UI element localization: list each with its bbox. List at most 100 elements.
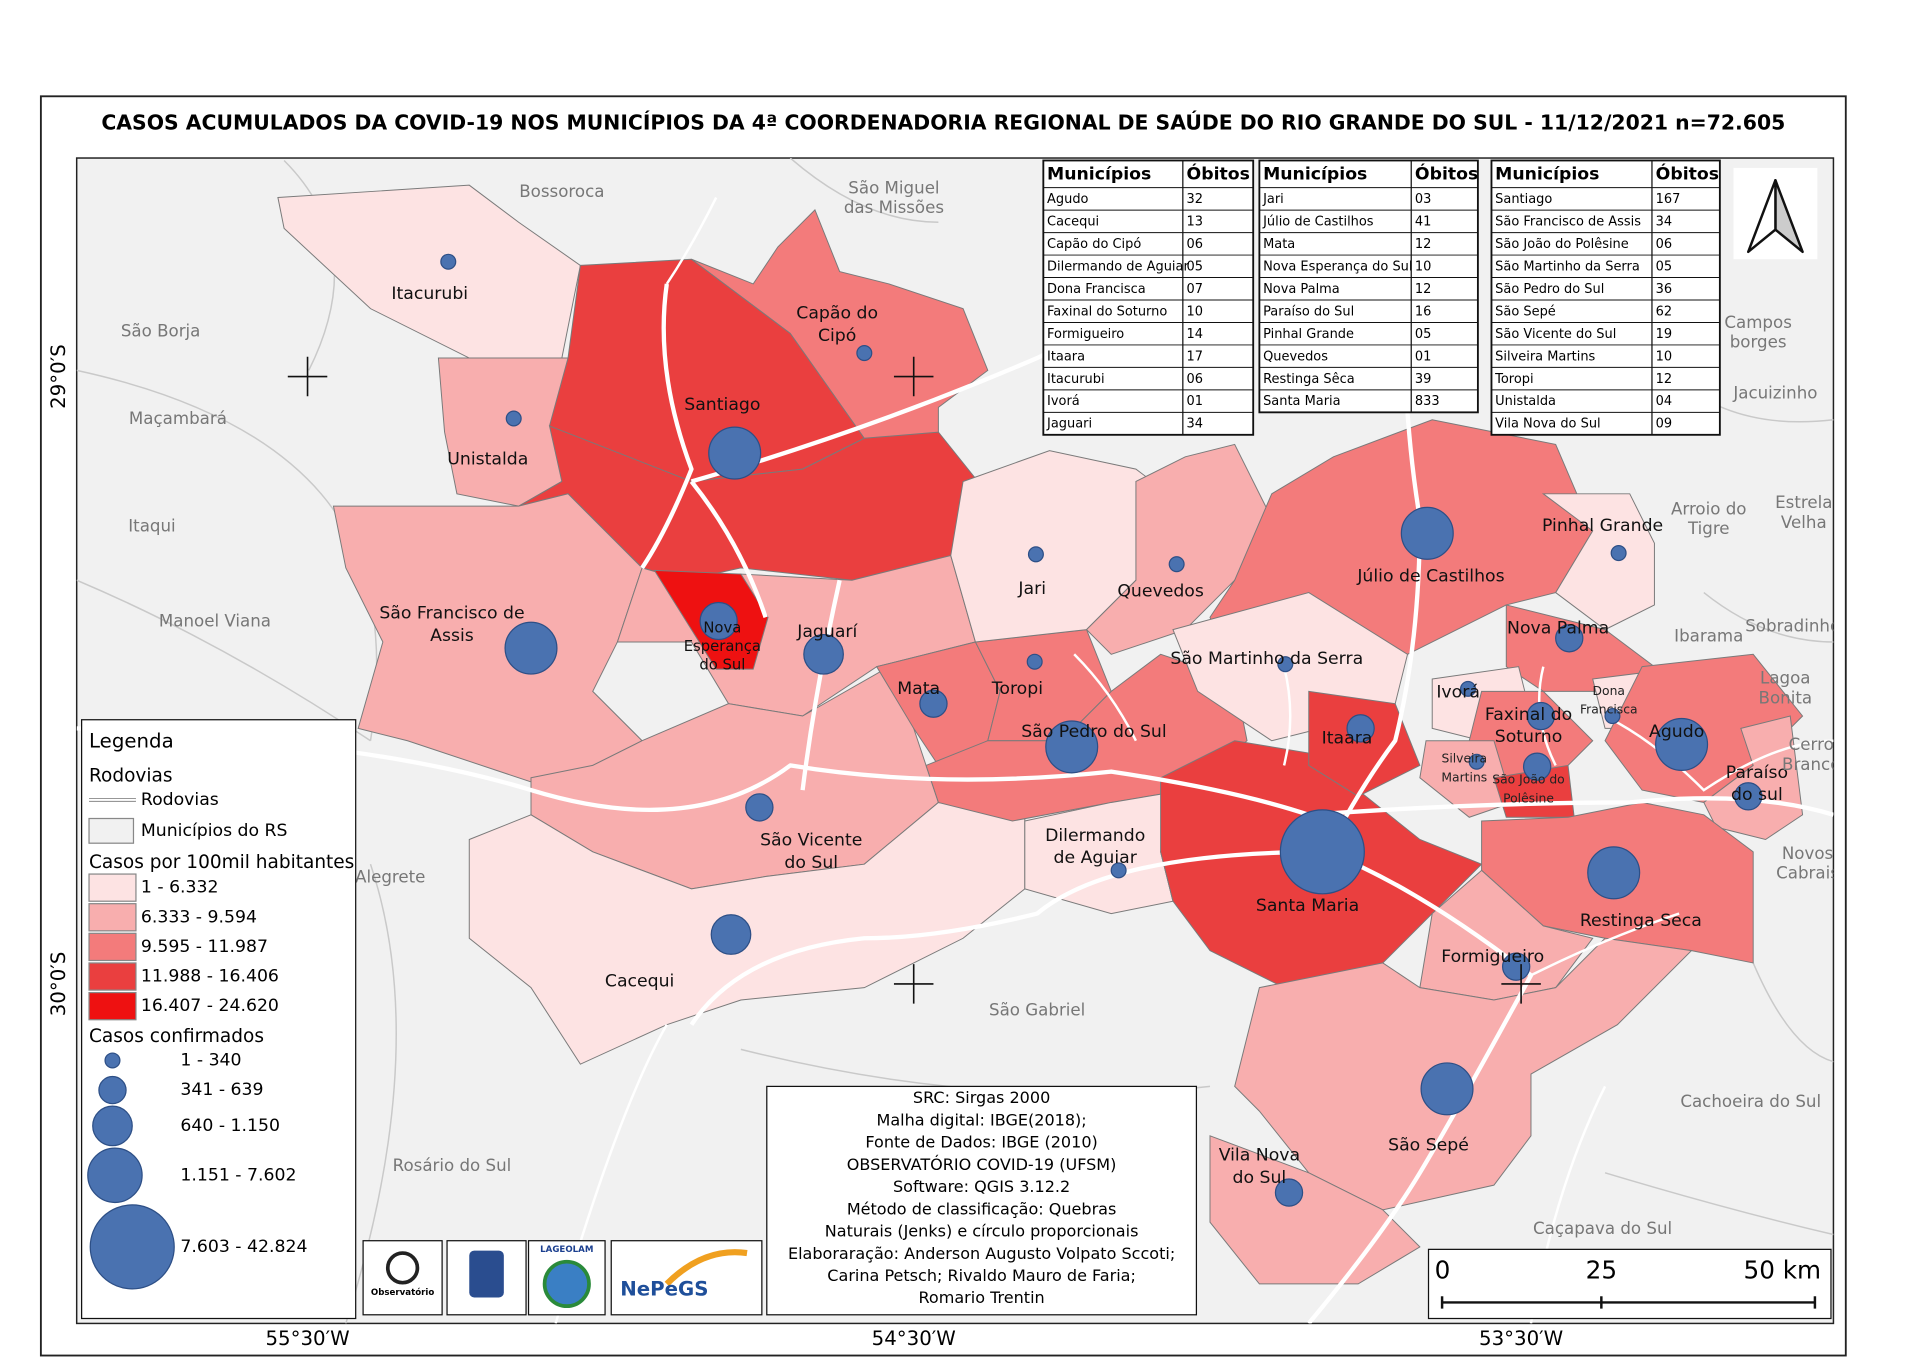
- municipality-label: Dilermando: [1045, 826, 1145, 846]
- legend-swatch: [88, 873, 137, 902]
- neighbor-label: Cerro: [1789, 735, 1834, 754]
- case-circle: [440, 253, 457, 270]
- table-cell: 39: [1415, 372, 1431, 387]
- municipality-area: [1085, 443, 1273, 655]
- municipality-label: Jari: [1017, 579, 1046, 599]
- legend-swatch: [88, 903, 137, 932]
- table-cell: Vila Nova do Sul: [1495, 417, 1600, 432]
- logo-text: LAGEOLAM: [540, 1245, 593, 1255]
- legend-item: 11.988 - 16.406: [141, 967, 279, 987]
- table-cell: Silveira Martins: [1495, 349, 1595, 364]
- case-circle: [1604, 708, 1621, 725]
- table-cell: 41: [1415, 214, 1431, 229]
- table-cell: 13: [1187, 214, 1203, 229]
- municipality-label: São Sepé: [1388, 1136, 1469, 1156]
- case-circle: [710, 914, 752, 955]
- table-cell: 07: [1187, 282, 1203, 297]
- table-cell: 03: [1415, 192, 1431, 207]
- case-circle: [504, 621, 558, 675]
- table-cell: 32: [1187, 192, 1203, 207]
- logo-text: Observatório: [371, 1287, 434, 1298]
- municipality-label: do Sul: [699, 656, 745, 673]
- neighbor-label: Lagoa: [1760, 669, 1810, 688]
- table-cell: Jari: [1262, 192, 1284, 207]
- case-circle: [1027, 546, 1044, 563]
- info-line: Carina Petsch; Rivaldo Mauro de Faria;: [827, 1266, 1136, 1285]
- municipality-label: Unistalda: [447, 449, 528, 469]
- legend-circle: [89, 1204, 175, 1290]
- municipality-label: São Vicente: [760, 831, 862, 851]
- scale-label: 25: [1586, 1256, 1617, 1285]
- legend-swatch: [88, 991, 137, 1021]
- neighbor-label: Bossoroca: [519, 182, 604, 201]
- info-line: Fonte de Dados: IBGE (2010): [865, 1133, 1097, 1152]
- table-cell: Santa Maria: [1263, 394, 1340, 409]
- neighbor-label: Branco: [1782, 755, 1840, 774]
- table-cell: Itacurubi: [1047, 372, 1105, 387]
- neighbor-label: São Gabriel: [989, 1001, 1085, 1020]
- table-cell: São João do Polêsine: [1495, 237, 1629, 252]
- neighbor-label: Arroio do: [1671, 499, 1747, 518]
- neighbor-label: Cachoeira do Sul: [1680, 1092, 1821, 1111]
- municipality-label: Júlio de Castilhos: [1356, 567, 1504, 587]
- neighbor-label: Velha: [1781, 513, 1827, 532]
- neighbor-label: Maçambará: [129, 409, 227, 428]
- case-circle: [1734, 782, 1763, 811]
- legend-item: Rodovias: [141, 790, 219, 810]
- municipality-area: [1419, 740, 1514, 818]
- neighbor-label: Ibarama: [1674, 627, 1743, 646]
- table-cell: 14: [1187, 327, 1203, 342]
- municipality-label: Polêsine: [1503, 791, 1554, 805]
- table-cell: 12: [1415, 237, 1431, 252]
- municipality-label: Formigueiro: [1441, 947, 1544, 967]
- info-line: SRC: Sirgas 2000: [913, 1088, 1050, 1107]
- municipality-label: Itacurubi: [391, 284, 468, 304]
- table-cell: Júlio de Castilhos: [1262, 214, 1374, 229]
- table-cell: São Martinho da Serra: [1495, 259, 1640, 274]
- legend-heading: Casos por 100mil habitantes: [89, 852, 354, 873]
- neighbor-label: Jacuizinho: [1732, 383, 1817, 402]
- case-circle: [1655, 717, 1709, 771]
- legend-item: 1 - 340: [180, 1050, 241, 1070]
- table-cell: 12: [1415, 282, 1431, 297]
- municipality-label: Vila Nova: [1219, 1146, 1300, 1166]
- table-cell: Agudo: [1047, 192, 1089, 207]
- neighbor-label: Sobradinho: [1745, 617, 1840, 636]
- case-circle: [1459, 680, 1477, 697]
- case-circle: [1468, 753, 1485, 770]
- case-circle: [1026, 653, 1043, 670]
- table-cell: São Sepé: [1495, 304, 1556, 319]
- table-header: Óbitos: [1187, 163, 1250, 185]
- outer-frame: [39, 95, 1847, 1357]
- info-line: Elaboraração: Anderson Augusto Volpato S…: [788, 1244, 1175, 1263]
- legend-swatch: [88, 932, 137, 962]
- table-cell: 05: [1415, 327, 1431, 342]
- legend-circle: [98, 1075, 127, 1105]
- neighbor-label: Itaqui: [128, 517, 175, 536]
- table-cell: 34: [1656, 214, 1672, 229]
- table-header: Municípios: [1263, 165, 1367, 185]
- legend-item: 640 - 1.150: [180, 1116, 280, 1136]
- case-circle: [1110, 862, 1127, 879]
- legend-item: 1.151 - 7.602: [180, 1165, 296, 1185]
- neighbor-label: Campos: [1724, 313, 1792, 332]
- table-cell: 17: [1187, 349, 1203, 364]
- municipality-area: [1308, 690, 1421, 797]
- case-circle: [1555, 624, 1584, 653]
- latitude-label: 29°0′S: [47, 344, 70, 409]
- table-header: Óbitos: [1656, 163, 1719, 185]
- case-circle: [1526, 701, 1556, 731]
- table-cell: Nova Palma: [1263, 282, 1340, 297]
- municipality-label: São Martinho da Serra: [1170, 649, 1363, 669]
- legend-item: Municípios do RS: [141, 821, 288, 841]
- table-cell: 10: [1656, 349, 1672, 364]
- case-circle: [708, 426, 762, 480]
- table-cell: Pinhal Grande: [1263, 327, 1354, 342]
- neighbor-label: Manoel Viana: [159, 612, 271, 631]
- neighbor-label: Alegrete: [355, 867, 425, 886]
- municipality-label: Esperança: [684, 638, 761, 655]
- table-cell: 01: [1415, 349, 1431, 364]
- municipality-label: Mata: [897, 679, 940, 699]
- case-circle: [1501, 952, 1531, 981]
- table-bg: [1490, 159, 1721, 436]
